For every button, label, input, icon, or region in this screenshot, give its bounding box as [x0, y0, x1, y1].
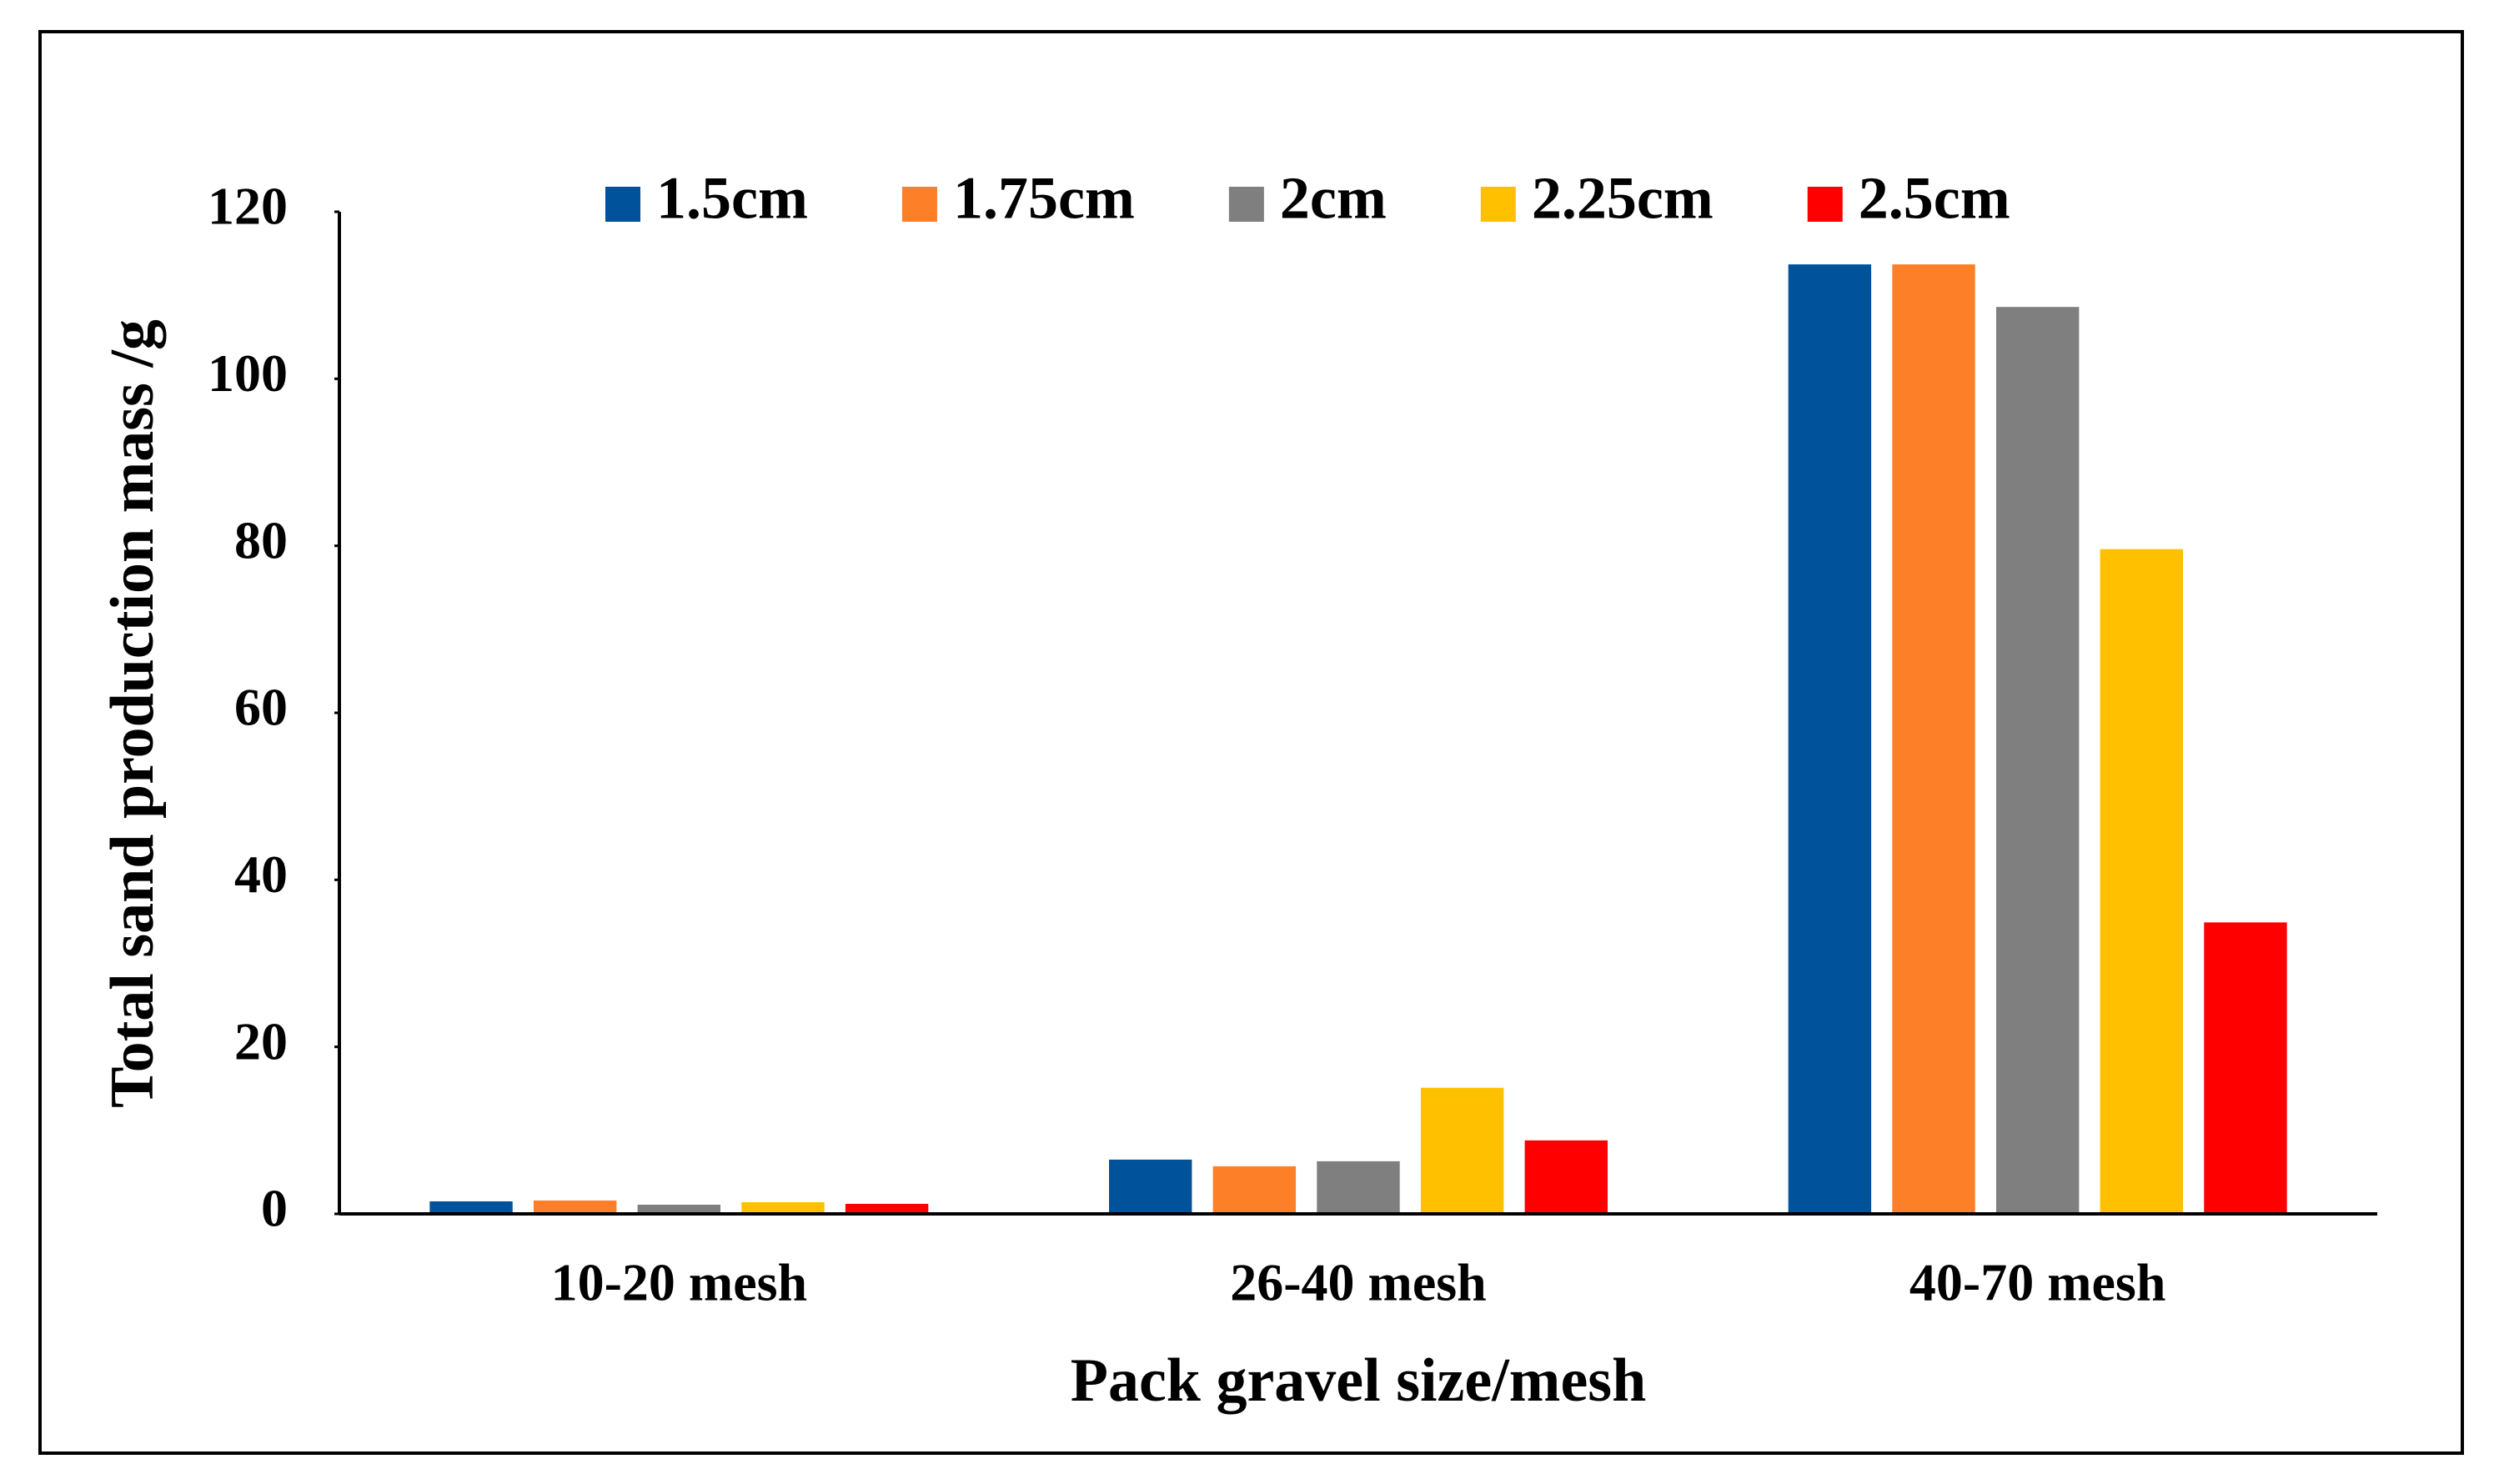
- bar: [1788, 264, 1872, 1215]
- bar: [1524, 1140, 1608, 1214]
- bar: [429, 1201, 513, 1214]
- y-tick-label: 20: [234, 1011, 288, 1070]
- bar: [2100, 549, 2184, 1214]
- x-tick-label: 26-40 mesh: [1230, 1253, 1487, 1312]
- legend-swatch: [1807, 187, 1843, 222]
- legend-swatch: [605, 187, 640, 222]
- y-tick-label: 80: [234, 510, 288, 569]
- bar: [1892, 264, 1975, 1215]
- legend-label: 2cm: [1280, 165, 1387, 232]
- chart-frame: [38, 30, 2464, 1455]
- legend-label: 1.5cm: [656, 165, 808, 232]
- x-axis-title: Pack gravel size/mesh: [1071, 1346, 1647, 1415]
- y-tick-label: 60: [234, 678, 288, 737]
- legend-swatch: [1480, 187, 1516, 222]
- legend-swatch: [1228, 187, 1264, 222]
- x-tick-label: 40-70 mesh: [1909, 1253, 2166, 1312]
- legend-label: 2.5cm: [1859, 165, 2010, 232]
- bar: [1995, 307, 2080, 1215]
- bar: [1317, 1161, 1400, 1214]
- legend-label: 2.25cm: [1532, 165, 1714, 232]
- legend-swatch: [901, 187, 937, 222]
- bar: [1420, 1087, 1504, 1214]
- bar: [1109, 1159, 1192, 1214]
- y-axis-title: Total sand production mass /g: [98, 319, 167, 1108]
- bar: [741, 1201, 825, 1214]
- bar: [845, 1203, 929, 1214]
- y-tick-label: 120: [208, 177, 288, 236]
- bar: [1212, 1166, 1297, 1214]
- bar: [637, 1204, 721, 1214]
- y-tick-label: 100: [208, 343, 288, 403]
- x-tick-label: 10-20 mesh: [551, 1253, 808, 1312]
- legend-label: 1.75cm: [953, 165, 1135, 232]
- y-tick-label: 40: [234, 845, 288, 904]
- bar: [533, 1200, 617, 1214]
- bar: [2204, 922, 2287, 1214]
- y-tick-label: 0: [261, 1179, 288, 1238]
